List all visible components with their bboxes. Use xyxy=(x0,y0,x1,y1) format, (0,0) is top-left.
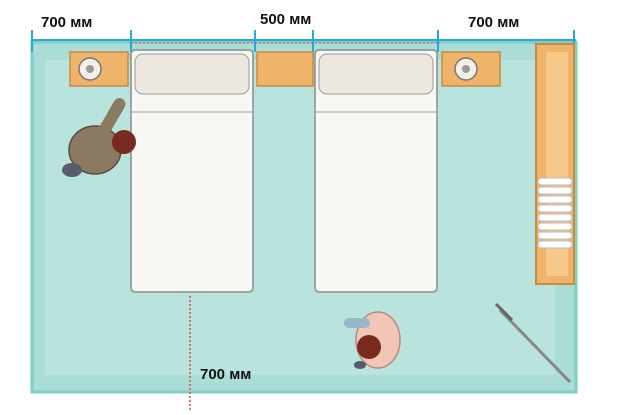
pillow xyxy=(134,53,250,95)
person-icon xyxy=(62,98,136,177)
floor-highlight xyxy=(45,60,555,375)
lamp-icon xyxy=(454,57,478,81)
folded-clothes xyxy=(537,177,573,249)
door-icon xyxy=(494,302,572,384)
person-icon xyxy=(344,311,401,369)
dimension-label-bottom: 700 мм xyxy=(200,366,252,383)
pillow xyxy=(318,53,434,95)
dimension-label-right: 700 мм xyxy=(468,14,520,31)
nightstand-right xyxy=(441,51,501,87)
dimension-label-middle: 500 мм xyxy=(260,11,312,28)
lamp-icon xyxy=(78,57,102,81)
dimension-label-left: 700 мм xyxy=(41,14,93,31)
nightstand-middle xyxy=(256,51,314,87)
bed-right xyxy=(314,49,438,293)
nightstand-left xyxy=(69,51,129,87)
bed-left xyxy=(130,49,254,293)
